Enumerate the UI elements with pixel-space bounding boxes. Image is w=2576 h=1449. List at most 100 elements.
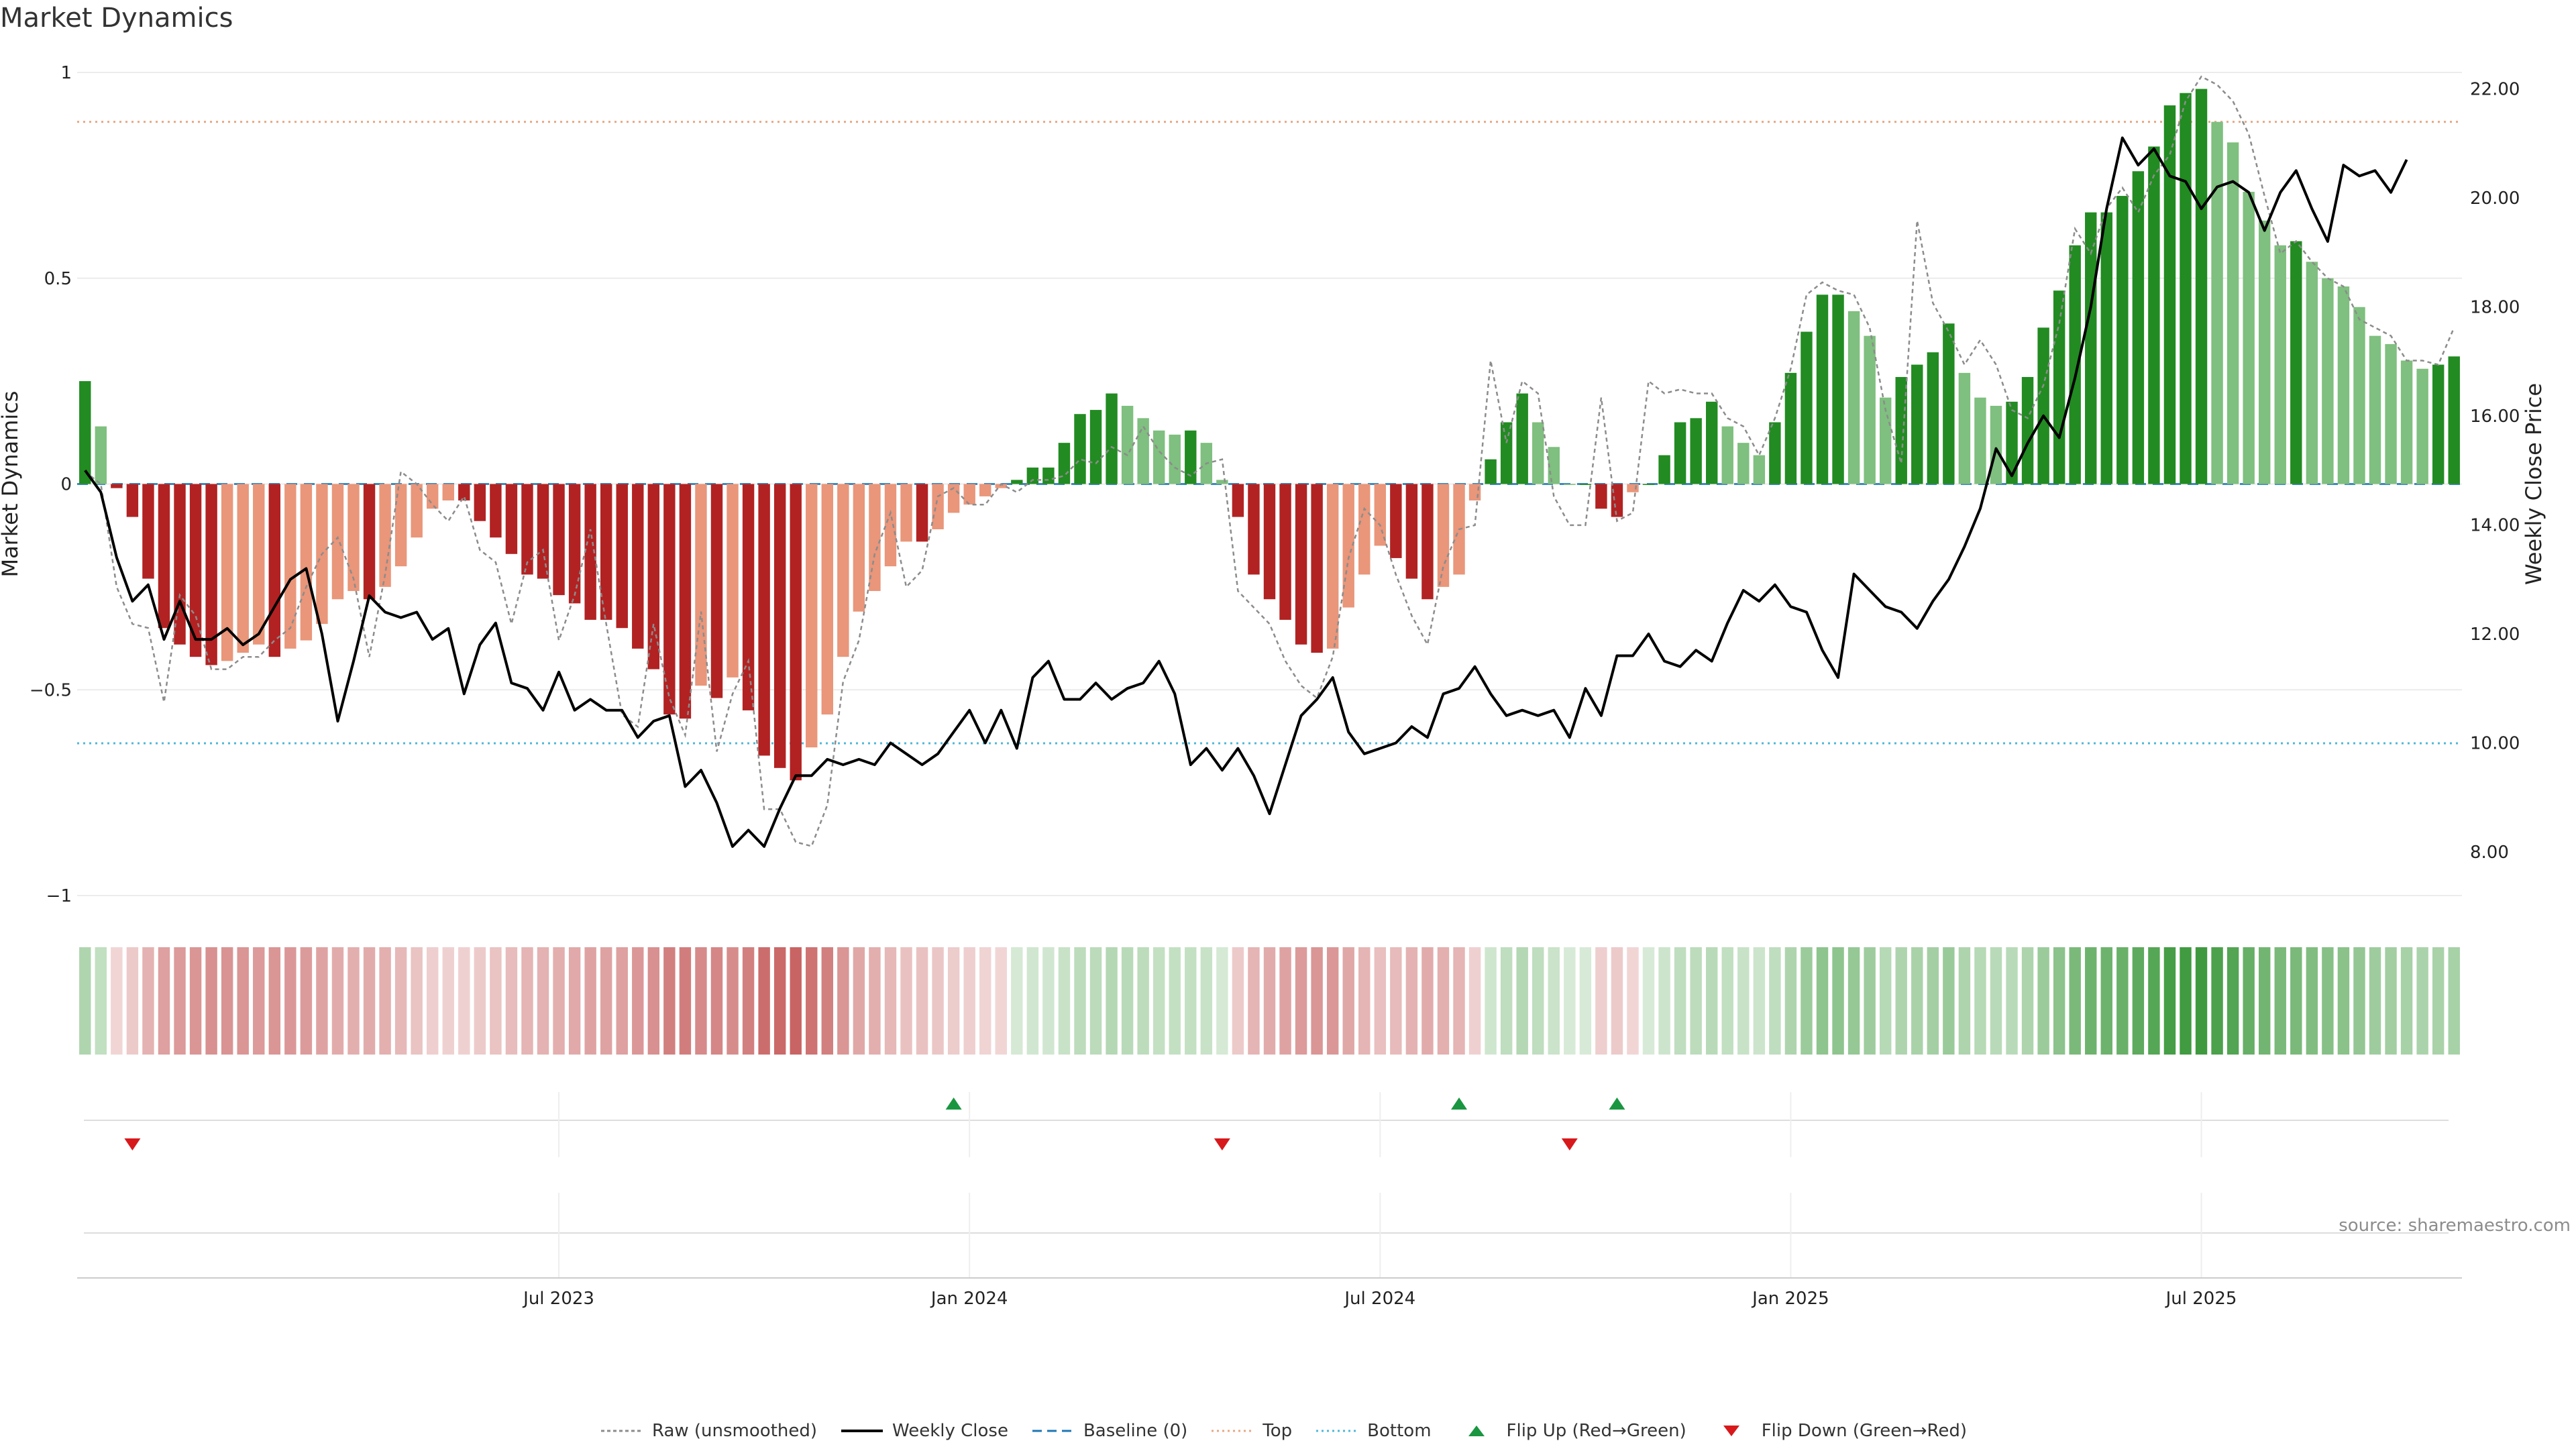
x-tick-label: Jul 2023 [522,1289,594,1309]
legend-swatch-close [841,1430,883,1432]
dynamics-bar [142,484,154,579]
heat-strip-cell [1958,947,1971,1055]
heat-strip-cell [2037,947,2049,1055]
flip-up-marker [1451,1097,1468,1110]
heat-strip-cell [158,947,170,1055]
heat-strip-cell [1943,947,1955,1055]
dynamics-bar [253,484,265,645]
legend-label: Baseline (0) [1083,1421,1188,1441]
dynamics-bar [1532,422,1544,484]
heat-strip-cell [1421,947,1434,1055]
dynamics-bar [1185,430,1197,484]
heat-strip-cell [632,947,644,1055]
heat-strip-cell [1642,947,1655,1055]
heat-strip-cell [584,947,596,1055]
dynamics-bar [490,484,502,538]
dynamics-bar [1674,422,1686,484]
legend: Raw (unsmoothed) Weekly Close Baseline (0)… [0,1421,2576,1441]
heat-strip-cell [2400,947,2413,1055]
heat-strip-cell [2148,947,2160,1055]
dynamics-bar [584,484,596,620]
legend-item-close: Weekly Close [840,1421,1008,1441]
heat-strip-cell [947,947,960,1055]
dynamics-bar [1421,484,1434,600]
heat-strip-cell [1374,947,1387,1055]
heat-strip-cell [1200,947,1213,1055]
dynamics-bar [600,484,612,620]
dynamics-bar [221,484,233,661]
heat-strip-cell [2226,947,2239,1055]
dynamics-bar [679,484,692,719]
heat-strip-cell [1737,947,1750,1055]
heat-strip-cell [1326,947,1339,1055]
legend-item-raw: Raw (unsmoothed) [600,1421,817,1441]
dynamics-bar [205,484,217,665]
dynamics-bar [1847,311,1860,484]
heat-strip-cell [1832,947,1844,1055]
heat-strip-cell [916,947,928,1055]
chart-title: Market Dynamics [0,3,233,34]
dynamics-bar [300,484,313,641]
legend-item-flipdown: Flip Down (Green→Red) [1709,1421,1967,1441]
right-tick-label: 22.00 [2470,79,2520,99]
dynamics-bar [1279,484,1291,620]
heat-strip-cell [995,947,1007,1055]
left-tick-label: −0.5 [30,680,72,700]
heat-strip-cell [1390,947,1402,1055]
heat-strip-cell [458,947,470,1055]
legend-swatch-flipdown [1723,1426,1739,1436]
dynamics-bar [505,484,518,554]
right-tick-label: 8.00 [2470,843,2509,863]
dynamics-bar [1864,335,1876,484]
dynamics-bar [663,484,676,715]
heat-strip-cell [1879,947,1892,1055]
legend-item-flipup: Flip Up (Red→Green) [1454,1421,1686,1441]
heat-strip-cell [2369,947,2381,1055]
heat-strip-cell [1405,947,1418,1055]
dynamics-bar [2006,401,2018,484]
dynamics-bar [1974,397,1986,484]
heat-strip-cell [1990,947,2002,1055]
heat-strip-cell [1106,947,1118,1055]
dynamics-bar [2243,191,2255,484]
left-tick-label: −1 [46,886,72,906]
heat-strip-cell [490,947,502,1055]
dynamics-bar [1026,467,1039,484]
heat-strip-cell [1137,947,1149,1055]
dynamics-bar [2259,220,2271,484]
dynamics-bar [1595,484,1607,509]
heat-strip-cell [1011,947,1023,1055]
dynamics-bar [1721,426,1733,484]
heat-strip-cell [2259,947,2271,1055]
dynamics-bar [284,484,297,649]
dynamics-bar [2322,278,2334,484]
heat-strip-cell [2006,947,2018,1055]
dynamics-bar [1784,372,1797,484]
dynamics-bar [111,484,123,488]
heat-strip-cell [1627,947,1639,1055]
dynamics-bar [1832,294,1844,484]
heat-strip-cell [1611,947,1623,1055]
right-tick-label: 18.00 [2470,297,2520,317]
heat-strip-cell [600,947,612,1055]
dynamics-bar [1295,484,1307,645]
heat-strip-cell [2243,947,2255,1055]
dynamics-bar [2226,142,2239,484]
heat-strip-cell [1911,947,1923,1055]
dynamics-bar [1579,484,1592,485]
dynamics-bar [2416,368,2428,484]
dynamics-bar [2100,212,2112,484]
dynamics-bar [1737,443,1750,484]
dynamics-bar [647,484,660,669]
heat-strip-cell [1548,947,1560,1055]
heat-strip-cell [647,947,660,1055]
dynamics-bar [568,484,581,604]
heat-strip-cell [616,947,628,1055]
dynamics-bar [1690,418,1702,484]
dynamics-bar [79,381,91,484]
dynamics-bar [2021,376,2034,484]
dynamics-bar [2400,360,2413,484]
dynamics-bar [363,484,376,600]
heat-strip-cell [553,947,565,1055]
